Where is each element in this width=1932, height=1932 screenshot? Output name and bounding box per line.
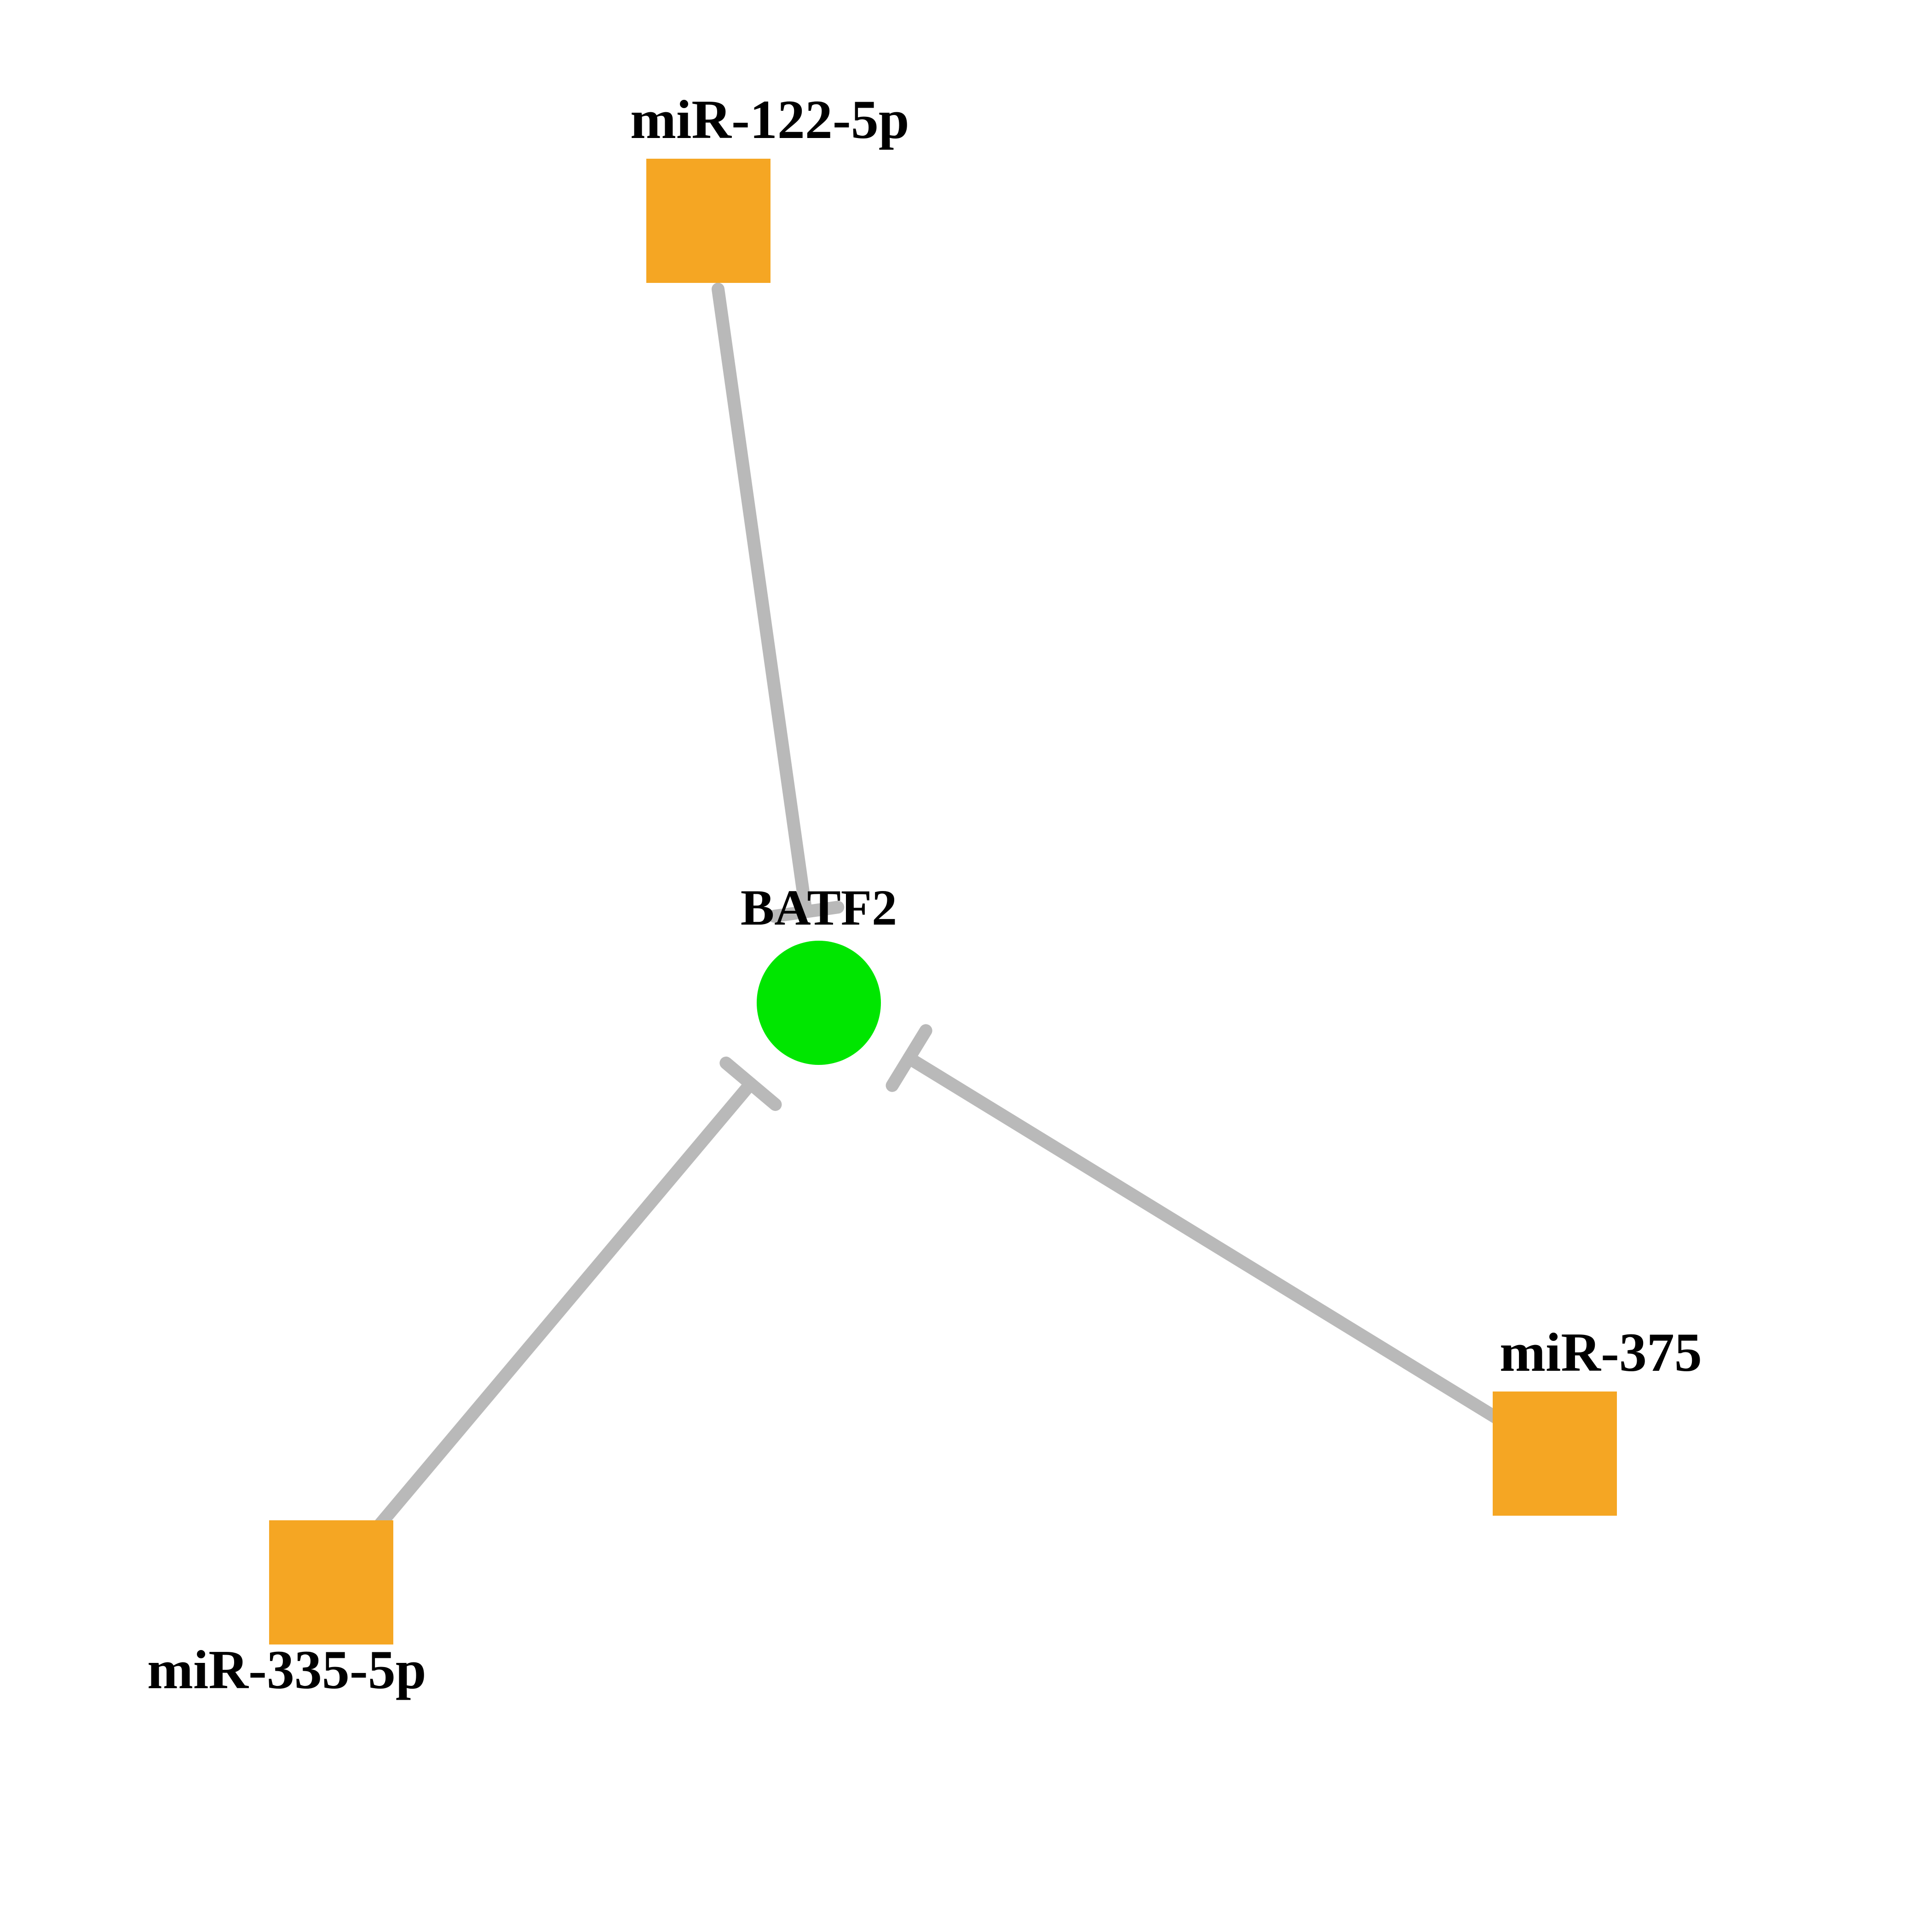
edge — [909, 1058, 1496, 1418]
node-label-bottom_right: miR-375 — [1500, 1322, 1702, 1383]
node-label-center: BATF2 — [741, 880, 897, 936]
node-center — [757, 941, 881, 1065]
network-diagram: BATF2 miR-122-5p miR-335-5p miR-375 — [0, 0, 1932, 1932]
node-label-top: miR-122-5p — [630, 89, 909, 150]
nodes-group: BATF2 miR-122-5p miR-335-5p miR-375 — [147, 89, 1702, 1700]
node-label-bottom_left: miR-335-5p — [147, 1639, 426, 1700]
node-bottom_left — [269, 1520, 393, 1644]
edges-group — [376, 289, 1496, 1530]
edge — [376, 1084, 751, 1530]
node-bottom_right — [1493, 1392, 1617, 1516]
node-top — [646, 159, 770, 283]
edge — [718, 289, 806, 912]
